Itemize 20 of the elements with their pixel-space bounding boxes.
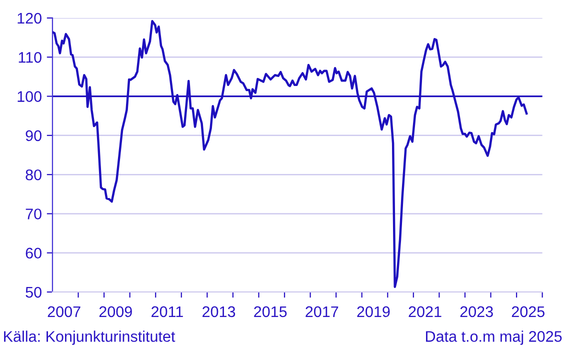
x-tick-label: 2011	[152, 306, 183, 318]
x-tick-label: 2007	[48, 306, 80, 318]
y-tick-label: 90	[26, 130, 42, 142]
y-tick-label: 110	[18, 52, 42, 63]
text: Data t.o.m maj 2025	[426, 330, 562, 345]
x-tick-label: 2017	[306, 306, 338, 318]
y-tick-label: 80	[26, 169, 42, 180]
y-tick-label: 60	[26, 248, 42, 259]
x-tick-label: 2021	[408, 306, 442, 318]
y-tick-label: 70	[26, 208, 42, 220]
x-tick-label: 2013	[202, 306, 236, 318]
x-tick-label: 2015	[254, 306, 287, 318]
text: Källa: Konjunkturinstitutet	[4, 330, 176, 345]
y-tick-label: 120	[18, 12, 42, 24]
x-tick-label: 2023	[460, 306, 493, 318]
x-tick-label: 2009	[99, 306, 132, 318]
y-tick-label: 100	[18, 91, 42, 102]
y-tick-label: 50	[26, 286, 42, 298]
x-tick-label: 2019	[357, 306, 390, 318]
x-tick-label: 2025	[512, 306, 544, 318]
